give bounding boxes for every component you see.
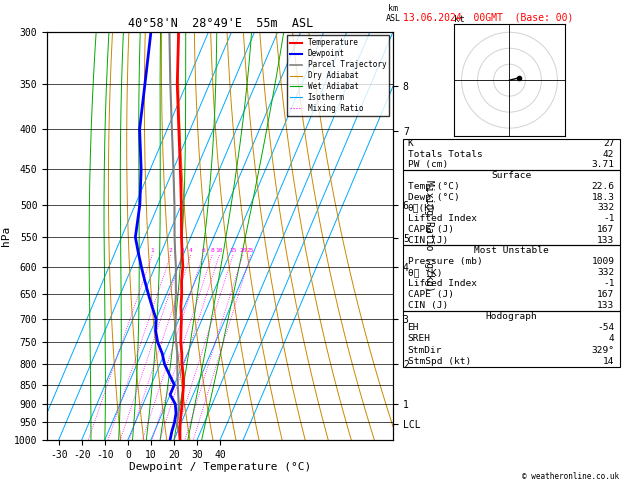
Text: Hodograph: Hodograph <box>485 312 537 321</box>
Text: 18.3: 18.3 <box>591 192 615 202</box>
Text: © weatheronline.co.uk: © weatheronline.co.uk <box>523 472 620 481</box>
Text: 4: 4 <box>189 248 192 253</box>
Text: kt: kt <box>454 15 464 24</box>
Text: 14: 14 <box>603 357 615 366</box>
Text: 6: 6 <box>201 248 205 253</box>
Text: 13.06.2024  00GMT  (Base: 00): 13.06.2024 00GMT (Base: 00) <box>403 12 573 22</box>
Text: 1009: 1009 <box>591 257 615 266</box>
Text: 8: 8 <box>210 248 214 253</box>
Y-axis label: Mixing Ratio (g/kg): Mixing Ratio (g/kg) <box>425 180 435 292</box>
Text: 2: 2 <box>169 248 172 253</box>
Text: 15: 15 <box>229 248 237 253</box>
Text: Lifted Index: Lifted Index <box>408 279 477 288</box>
Text: 1: 1 <box>150 248 154 253</box>
Text: StmSpd (kt): StmSpd (kt) <box>408 357 471 366</box>
Text: PW (cm): PW (cm) <box>408 160 448 169</box>
Text: Dewp (°C): Dewp (°C) <box>408 192 459 202</box>
Text: SREH: SREH <box>408 334 431 344</box>
Text: 332: 332 <box>598 203 615 212</box>
Text: 332: 332 <box>598 268 615 278</box>
Legend: Temperature, Dewpoint, Parcel Trajectory, Dry Adiabat, Wet Adiabat, Isotherm, Mi: Temperature, Dewpoint, Parcel Trajectory… <box>287 35 389 116</box>
Text: 20: 20 <box>239 248 247 253</box>
Y-axis label: hPa: hPa <box>1 226 11 246</box>
Text: EH: EH <box>408 323 419 332</box>
Text: θᴄ(K): θᴄ(K) <box>408 203 437 212</box>
Text: 3: 3 <box>181 248 184 253</box>
Text: Totals Totals: Totals Totals <box>408 150 482 159</box>
Text: 22.6: 22.6 <box>591 182 615 191</box>
Text: StmDir: StmDir <box>408 346 442 355</box>
Text: 167: 167 <box>598 225 615 234</box>
Text: -54: -54 <box>598 323 615 332</box>
Text: 42: 42 <box>603 150 615 159</box>
Text: 10: 10 <box>216 248 223 253</box>
Text: 133: 133 <box>598 301 615 310</box>
Text: 3.71: 3.71 <box>591 160 615 169</box>
Text: CAPE (J): CAPE (J) <box>408 225 454 234</box>
Text: 133: 133 <box>598 236 615 244</box>
Text: -1: -1 <box>603 279 615 288</box>
Text: 4: 4 <box>609 334 615 344</box>
Text: 329°: 329° <box>591 346 615 355</box>
Text: Lifted Index: Lifted Index <box>408 214 477 223</box>
Text: Pressure (mb): Pressure (mb) <box>408 257 482 266</box>
Text: Temp (°C): Temp (°C) <box>408 182 459 191</box>
Text: 27: 27 <box>603 139 615 148</box>
Text: 167: 167 <box>598 290 615 299</box>
Text: Surface: Surface <box>491 171 531 180</box>
Text: Most Unstable: Most Unstable <box>474 246 548 256</box>
Text: θᴄ (K): θᴄ (K) <box>408 268 442 278</box>
Text: km
ASL: km ASL <box>386 4 401 23</box>
Text: CIN (J): CIN (J) <box>408 301 448 310</box>
Text: 25: 25 <box>247 248 255 253</box>
Title: 40°58'N  28°49'E  55m  ASL: 40°58'N 28°49'E 55m ASL <box>128 17 313 31</box>
X-axis label: Dewpoint / Temperature (°C): Dewpoint / Temperature (°C) <box>129 462 311 472</box>
Text: K: K <box>408 139 413 148</box>
Text: -1: -1 <box>603 214 615 223</box>
Text: CAPE (J): CAPE (J) <box>408 290 454 299</box>
Text: CIN (J): CIN (J) <box>408 236 448 244</box>
